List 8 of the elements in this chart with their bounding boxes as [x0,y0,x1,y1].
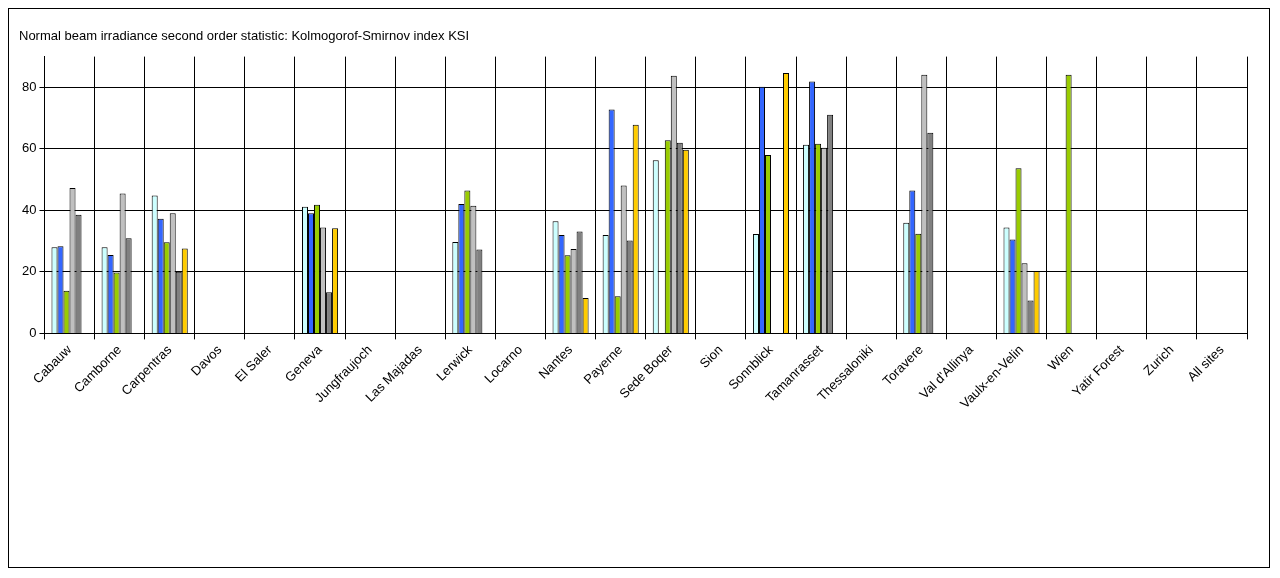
y-tick-label: 0 [29,324,37,340]
y-tick-label: 60 [21,140,37,156]
x-tick-label: Sion [696,341,726,371]
y-tick-label: 40 [21,201,37,217]
y-tick-label: 80 [21,78,37,94]
x-tick-label: All sites [1184,341,1227,385]
y-tick-label: 20 [21,263,37,279]
chart-title: Normal beam irradiance second order statistic: Kolmogorof-Smirnov index KSI [19,28,470,44]
